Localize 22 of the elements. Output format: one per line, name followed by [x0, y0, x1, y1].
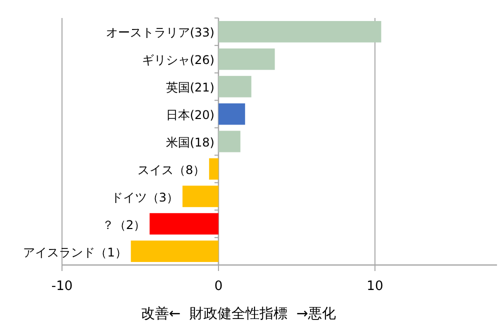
- x-tick-label: 10: [366, 279, 384, 294]
- y-tick-label: スイス（8）: [137, 162, 206, 177]
- y-tick-label: 米国(18): [166, 136, 214, 150]
- bar: [218, 103, 246, 125]
- y-tick-label: ドイツ（3）: [110, 190, 178, 204]
- bar: [218, 76, 252, 98]
- y-tick-label: ギリシャ(26): [142, 53, 214, 68]
- y-tick-label: オーストラリア(33): [106, 26, 214, 40]
- y-tick-label: ？（2）: [102, 218, 146, 232]
- bar: [150, 213, 218, 235]
- bar: [130, 240, 218, 262]
- bar: [182, 186, 218, 208]
- x-tick-label: -10: [51, 279, 73, 294]
- y-tick-label: アイスランド（1）: [23, 245, 127, 260]
- bar: [218, 130, 240, 152]
- bar: [218, 21, 382, 42]
- x-axis-title: 改善← 財政健全性指標 →悪化: [140, 305, 336, 322]
- bar: [209, 158, 218, 180]
- y-tick-label: 英国(21): [166, 80, 214, 95]
- x-tick-label: 0: [214, 279, 223, 294]
- bar: [218, 48, 275, 70]
- y-tick-label: 日本(20): [166, 108, 214, 122]
